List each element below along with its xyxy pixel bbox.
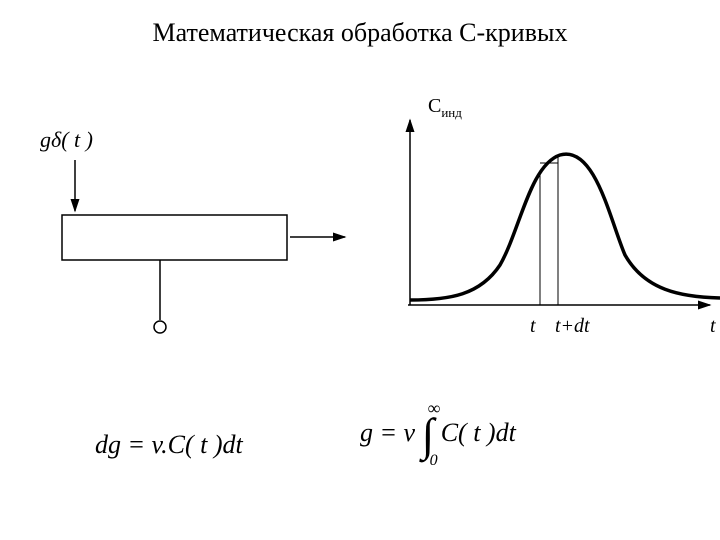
formula-dg: dg = v.C( t )dt	[95, 430, 243, 460]
formula-g-integral: g = v ∞ ∫ 0 C( t )dt	[360, 418, 516, 450]
formula2-prefix: g = v	[360, 418, 415, 447]
tick-tdt: t+dt	[555, 315, 590, 338]
y-axis-label-main: С	[428, 95, 441, 117]
formula2-integrand: C( t )dt	[441, 418, 516, 447]
sample-point	[154, 321, 166, 333]
integral-symbol-wrap: ∞ ∫ 0	[422, 420, 435, 451]
reactor-diagram	[0, 0, 370, 360]
axis-end-t: t	[710, 315, 716, 338]
tick-t: t	[530, 315, 536, 338]
integral-lower: 0	[430, 452, 438, 470]
reactor-box	[62, 215, 287, 260]
integral-sign: ∫	[422, 421, 435, 449]
c-curve-path	[410, 154, 720, 300]
c-curve-plot: Синд t t+dt t	[380, 105, 720, 345]
